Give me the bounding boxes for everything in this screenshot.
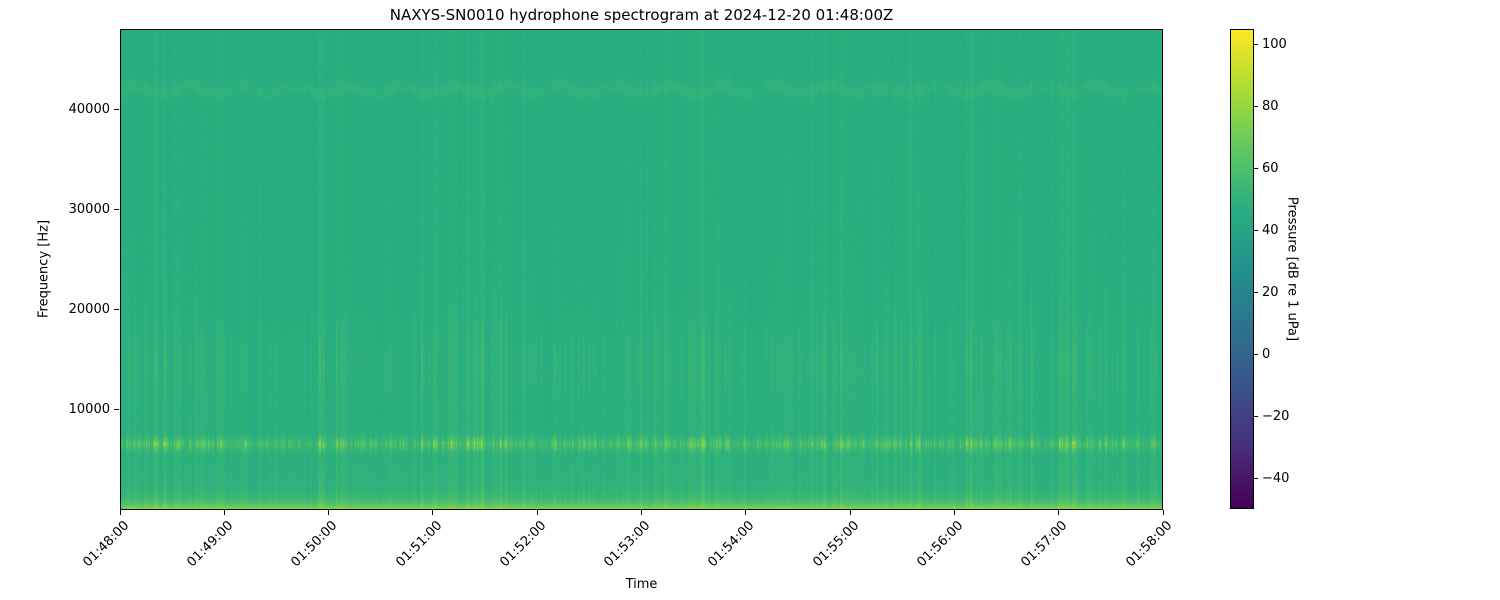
y-tick-label: 10000	[68, 402, 110, 418]
colorbar-tick-label: 40	[1262, 222, 1279, 238]
x-tick-label: 01:55:00	[810, 518, 863, 571]
colorbar-tick-mark	[1254, 291, 1258, 293]
x-tick-mark	[328, 510, 330, 515]
x-tick-mark	[1058, 510, 1060, 515]
x-axis-label: Time	[625, 577, 658, 592]
x-tick-label: 01:57:00	[1018, 518, 1071, 571]
y-tick-mark	[114, 309, 119, 311]
colorbar-tick-label: −40	[1262, 470, 1290, 486]
y-tick-mark	[114, 208, 119, 210]
x-tick-label: 01:54:00	[705, 518, 758, 571]
spectrogram-heatmap	[121, 30, 1162, 509]
colorbar-tick-label: 20	[1262, 284, 1279, 300]
colorbar-tick-mark	[1254, 105, 1258, 107]
colorbar-tick-mark	[1254, 353, 1258, 355]
x-tick-label: 01:56:00	[914, 518, 967, 571]
colorbar-label: Pressure [dB re 1 uPa]	[1284, 196, 1300, 342]
colorbar-tick-label: 100	[1262, 36, 1287, 52]
x-tick-label: 01:58:00	[1123, 518, 1175, 571]
x-tick-mark	[745, 510, 747, 515]
x-tick-mark	[1162, 510, 1164, 515]
colorbar-tick-mark	[1254, 477, 1258, 479]
x-tick-label: 01:51:00	[392, 518, 445, 571]
colorbar-tick-mark	[1254, 229, 1258, 231]
colorbar-tick-mark	[1254, 415, 1258, 417]
x-tick-mark	[432, 510, 434, 515]
colorbar-tick-label: 0	[1262, 346, 1271, 362]
x-tick-label: 01:50:00	[288, 518, 341, 571]
colorbar-tick-label: 60	[1262, 160, 1279, 176]
x-tick-label: 01:49:00	[184, 518, 237, 571]
colorbar-tick-mark	[1254, 167, 1258, 169]
x-tick-mark	[953, 510, 955, 515]
chart-title: NAXYS-SN0010 hydrophone spectrogram at 2…	[389, 6, 894, 24]
colorbar-tick-label: 80	[1262, 98, 1279, 114]
x-tick-label: 01:53:00	[601, 518, 654, 571]
x-tick-label: 01:52:00	[497, 518, 550, 571]
y-tick-mark	[114, 409, 119, 411]
y-tick-mark	[114, 108, 119, 110]
x-tick-mark	[536, 510, 538, 515]
x-tick-mark	[641, 510, 642, 515]
colorbar-tick-label: −20	[1262, 408, 1290, 424]
colorbar-tick-mark	[1254, 43, 1258, 45]
colorbar	[1230, 29, 1254, 509]
plot-area	[120, 29, 1163, 510]
y-tick-label: 20000	[68, 302, 110, 318]
x-tick-label: 01:48:00	[80, 518, 132, 571]
x-tick-mark	[119, 510, 121, 515]
y-tick-label: 30000	[68, 201, 110, 217]
x-tick-mark	[223, 510, 225, 515]
x-tick-mark	[849, 510, 851, 515]
y-tick-label: 40000	[68, 101, 110, 117]
